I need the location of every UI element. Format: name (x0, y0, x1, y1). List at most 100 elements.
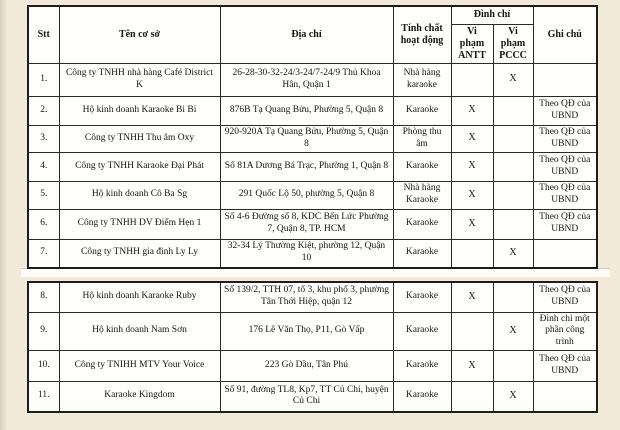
table-row: 3. Công ty TNHH Thu âm Oxy 920-920A Tạ Qua… (27, 124, 598, 153)
name-cell: Hộ kinh doanh Karaoke Bi Bi (58, 95, 221, 126)
name-cell: Hộ kinh doanh Karaoke Ruby (58, 281, 221, 313)
address-cell: Số 91, đường TL8, Kp7, TT Củ Chi, huyện … (219, 381, 394, 413)
header-antt: Vi phạm ANTT (450, 23, 494, 64)
header-activity: Tính chất hoạt động (392, 5, 452, 64)
header-note: Ghi chú (532, 5, 598, 64)
note-cell: Theo QĐ của UBND (532, 208, 598, 240)
name-cell: Karaoke Kingdom (58, 381, 221, 413)
note-cell (532, 62, 598, 97)
note-cell: Theo QĐ của UBND (532, 151, 598, 182)
note-cell: Theo QĐ của UBND (532, 124, 598, 153)
antt-mark-cell (450, 238, 494, 269)
stt-cell: 10. (27, 350, 60, 383)
note-cell (532, 238, 598, 269)
pccc-mark-cell: X (492, 381, 534, 413)
table-header: Stt Tên cơ sở Địa chỉ Tính chất hoạt độn… (27, 5, 598, 64)
name-cell: Hộ kinh doanh Cô Ba Sg (58, 180, 221, 210)
stt-cell: 9. (27, 311, 60, 352)
table-row: 5. Hộ kinh doanh Cô Ba Sg 291 Quốc Lộ 50, … (27, 180, 598, 210)
note-cell: Đình chỉ một phần công trình (532, 311, 598, 352)
antt-mark-cell: X (450, 180, 494, 210)
violations-table-1: Stt Tên cơ sở Địa chỉ Tính chất hoạt độn… (27, 5, 598, 269)
activity-cell: Karaoke (392, 238, 452, 269)
name-cell: Công ty TNHH Karaoke Đại Phát (58, 151, 221, 182)
antt-mark-cell (450, 381, 494, 413)
table-row: 7. Công ty TNHH gia đình Ly Ly 32-34 Lý Th… (27, 238, 598, 269)
antt-mark-cell: X (450, 350, 494, 383)
address-cell: 876B Tạ Quang Bửu, Phường 5, Quận 8 (219, 95, 394, 126)
address-cell: 291 Quốc Lộ 50, phường 5, Quận 8 (219, 180, 394, 210)
address-cell: Số 81A Dương Bá Trạc, Phường 1, Quận 8 (219, 151, 394, 182)
violations-table-2: 8. Hộ kinh doanh Karaoke Ruby Số 139/2, TT… (27, 281, 598, 413)
name-cell: Công ty TNIHH MTV Your Voice (58, 350, 221, 383)
pccc-mark-cell: X (492, 311, 534, 352)
activity-cell: Karaoke (392, 151, 452, 182)
stt-cell: 4. (27, 151, 60, 182)
table-row: 6. Công ty TNHH DV Điểm Hẹn 1 Số 4-6 Đường… (27, 208, 598, 240)
activity-cell: Karaoke (392, 350, 452, 383)
pccc-mark-cell (492, 208, 534, 240)
address-cell: 223 Gò Dầu, Tân Phú (219, 350, 394, 383)
address-cell: Số 139/2, TTH 07, tổ 3, khu phố 3, phườn… (219, 281, 394, 313)
scan-gap-strip (21, 269, 610, 277)
antt-mark-cell: X (450, 95, 494, 126)
name-cell: Công ty TNHH DV Điểm Hẹn 1 (58, 208, 221, 240)
name-cell: Hộ kinh doanh Nam Sơn (58, 311, 221, 352)
antt-mark-cell: X (450, 124, 494, 153)
activity-cell: Karaoke (392, 208, 452, 240)
stt-cell: 6. (27, 208, 60, 240)
table-row: 9. Hộ kinh doanh Nam Sơn 176 Lê Văn Thọ, P… (27, 311, 598, 352)
pccc-mark-cell: X (492, 62, 534, 97)
name-cell: Công ty TNHH Thu âm Oxy (58, 124, 221, 153)
antt-mark-cell: X (450, 281, 494, 313)
stt-cell: 7. (27, 238, 60, 269)
activity-cell: Nhà hàng karaoke (392, 62, 452, 97)
header-suspension: Đình chỉ (450, 5, 534, 25)
note-cell (532, 381, 598, 413)
table-row: 10. Công ty TNIHH MTV Your Voice 223 Gò Dầ… (27, 350, 598, 383)
antt-mark-cell: X (450, 208, 494, 240)
header-stt: Stt (27, 5, 60, 64)
stt-cell: 1. (27, 62, 60, 97)
activity-cell: Karaoke (392, 281, 452, 313)
antt-mark-cell: X (450, 151, 494, 182)
pccc-mark-cell (492, 124, 534, 153)
activity-cell: Nhà hàng Karaoke (392, 180, 452, 210)
table-row: 4. Công ty TNHH Karaoke Đại Phát Số 81A Dư… (27, 151, 598, 182)
name-cell: Công ty TNHH gia đình Ly Ly (58, 238, 221, 269)
stt-cell: 2. (27, 95, 60, 126)
stt-cell: 8. (27, 281, 60, 313)
pccc-mark-cell (492, 95, 534, 126)
header-pccc: Vi phạm PCCC (492, 23, 534, 64)
table-row: 2. Hộ kinh doanh Karaoke Bi Bi 876B Tạ Qua… (27, 95, 598, 126)
antt-mark-cell (450, 311, 494, 352)
pccc-mark-cell: X (492, 238, 534, 269)
activity-cell: Karaoke (392, 381, 452, 413)
activity-cell: Karaoke (392, 311, 452, 352)
note-cell: Theo QĐ của UBND (532, 281, 598, 313)
header-name: Tên cơ sở (58, 5, 221, 64)
activity-cell: Karaoke (392, 95, 452, 126)
document-area: Stt Tên cơ sở Địa chỉ Tính chất hoạt độn… (27, 5, 598, 413)
header-address: Địa chỉ (219, 5, 394, 64)
note-cell: Theo QĐ của UBND (532, 350, 598, 383)
address-cell: 32-34 Lý Thường Kiệt, phường 12, Quận 10 (219, 238, 394, 269)
stt-cell: 5. (27, 180, 60, 210)
stt-cell: 3. (27, 124, 60, 153)
address-cell: Số 4-6 Đường số 8, KDC Bến Lức Phường 7,… (219, 208, 394, 240)
activity-cell: Phòng thu âm (392, 124, 452, 153)
pccc-mark-cell (492, 281, 534, 313)
pccc-mark-cell (492, 180, 534, 210)
note-cell: Theo QĐ của UBND (532, 95, 598, 126)
stt-cell: 11. (27, 381, 60, 413)
address-cell: 176 Lê Văn Thọ, P11, Gò Vấp (219, 311, 394, 352)
table-row: 8. Hộ kinh doanh Karaoke Ruby Số 139/2, TT… (27, 281, 598, 313)
pccc-mark-cell (492, 151, 534, 182)
note-cell: Theo QĐ của UBND (532, 180, 598, 210)
pccc-mark-cell (492, 350, 534, 383)
table-row: 11. Karaoke Kingdom Số 91, đường TL8, Kp7,… (27, 381, 598, 413)
address-cell: 920-920A Tạ Quang Bửu, Phường 5, Quận 8 (219, 124, 394, 153)
name-cell: Công ty TNHH nhà hàng Café District K (58, 62, 221, 97)
